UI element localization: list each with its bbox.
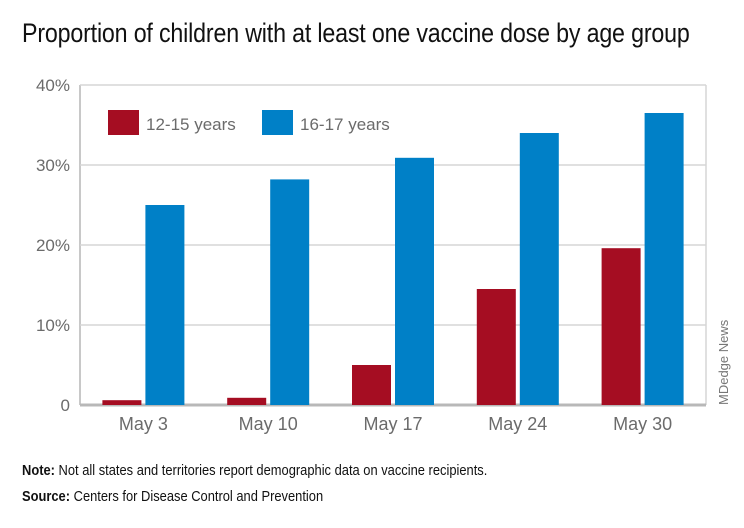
x-tick-label: May 24 <box>488 414 547 434</box>
source-label: Source: <box>22 488 71 505</box>
x-tick-label: May 30 <box>613 414 672 434</box>
note-text: Not all states and territories report de… <box>54 462 488 479</box>
bar-12-15-years-May-24 <box>476 289 516 405</box>
bar-12-15-years-May-17 <box>352 365 391 405</box>
bar-16-17-years-May-3 <box>145 205 185 405</box>
x-tick-label: May 3 <box>119 414 168 434</box>
note-label: Note: <box>22 462 55 479</box>
y-tick-label: 30% <box>36 156 70 175</box>
legend-label: 16-17 years <box>300 115 390 134</box>
bar-16-17-years-May-10 <box>270 179 310 405</box>
bar-12-15-years-May-3 <box>102 400 142 405</box>
bar-16-17-years-May-17 <box>395 157 434 405</box>
note-line: Note: Not all states and territories rep… <box>22 462 487 479</box>
x-tick-label: May 17 <box>363 414 422 434</box>
y-tick-label: 0 <box>61 396 70 415</box>
y-tick-label: 20% <box>36 236 70 255</box>
x-tick-label: May 10 <box>239 414 298 434</box>
legend: 12-15 years 16-17 years <box>108 110 390 135</box>
legend-label: 12-15 years <box>146 115 236 134</box>
y-tick-label: 40% <box>36 76 70 95</box>
chart-title: Proportion of children with at least one… <box>22 18 690 48</box>
source-line: Source: Centers for Disease Control and … <box>22 488 323 505</box>
source-text: Centers for Disease Control and Preventi… <box>70 488 324 505</box>
legend-swatch <box>108 110 139 135</box>
legend-swatch <box>262 110 293 135</box>
y-axis-ticks: 0 10% 20% 30% 40% <box>36 76 70 415</box>
y-tick-label: 10% <box>36 316 70 335</box>
bar-12-15-years-May-30 <box>601 248 641 405</box>
bar-12-15-years-May-10 <box>227 397 267 405</box>
x-axis-labels: May 3 May 10 May 17 May 24 May 30 <box>119 414 672 434</box>
bars <box>102 113 684 405</box>
credit-text: MDedge News <box>716 319 731 405</box>
bar-16-17-years-May-30 <box>644 113 684 405</box>
bar-16-17-years-May-24 <box>519 133 559 405</box>
